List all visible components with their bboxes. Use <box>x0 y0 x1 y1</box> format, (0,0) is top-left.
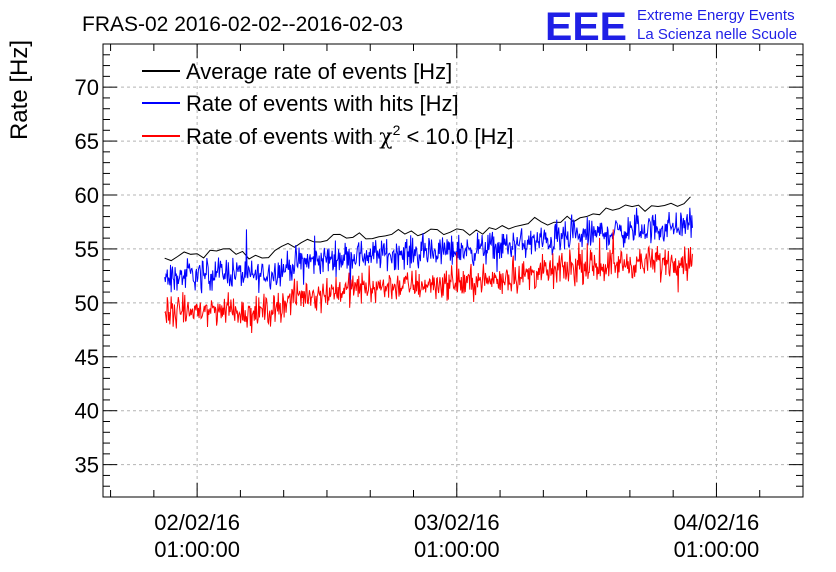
legend-text: Rate of events with <box>186 124 379 149</box>
legend-text-suffix: < 10.0 [Hz] <box>400 124 513 149</box>
eee-logo: EEE Extreme Energy Events La Scienza nel… <box>545 5 797 49</box>
axis-tick-labels: 354045505560657002/02/1601:00:0003/02/16… <box>75 75 760 562</box>
x-tick-label-time: 01:00:00 <box>414 537 500 562</box>
y-axis-label: Rate [Hz] <box>6 40 33 140</box>
logo-letters: EEE <box>545 5 627 49</box>
legend-chi-symbol: χ <box>379 125 392 150</box>
x-tick-label-date: 04/02/16 <box>674 510 760 535</box>
x-tick-label-date: 02/02/16 <box>154 510 240 535</box>
series-line-1 <box>164 196 691 262</box>
legend: Average rate of events [Hz] Rate of event… <box>142 59 513 150</box>
legend-label-3: Rate of events with χ2 < 10.0 [Hz] <box>186 122 513 150</box>
legend-text: Average rate of events [Hz] <box>186 59 452 84</box>
y-tick-label: 50 <box>75 291 99 316</box>
y-tick-label: 55 <box>75 237 99 262</box>
series-line-3 <box>164 229 693 334</box>
legend-label-2: Rate of events with hits [Hz] <box>186 91 459 116</box>
logo-line-2: La Scienza nelle Scuole <box>637 26 797 43</box>
legend-label-1: Average rate of events [Hz] <box>186 59 452 84</box>
x-tick-label-time: 01:00:00 <box>154 537 240 562</box>
series-layer <box>164 196 693 334</box>
x-tick-label-date: 03/02/16 <box>414 510 500 535</box>
y-tick-label: 40 <box>75 399 99 424</box>
axis-ticks <box>103 43 804 498</box>
y-tick-label: 70 <box>75 75 99 100</box>
y-tick-label: 35 <box>75 453 99 478</box>
logo-line-1: Extreme Energy Events <box>637 7 795 24</box>
y-tick-label: 60 <box>75 183 99 208</box>
series-line-2 <box>164 207 693 294</box>
x-tick-label-time: 01:00:00 <box>674 537 760 562</box>
chart-title: FRAS-02 2016-02-02--2016-02-03 <box>82 13 403 36</box>
legend-text: Rate of events with hits [Hz] <box>186 91 459 116</box>
y-tick-label: 65 <box>75 129 99 154</box>
legend-superscript: 2 <box>393 122 401 138</box>
y-tick-label: 45 <box>75 345 99 370</box>
